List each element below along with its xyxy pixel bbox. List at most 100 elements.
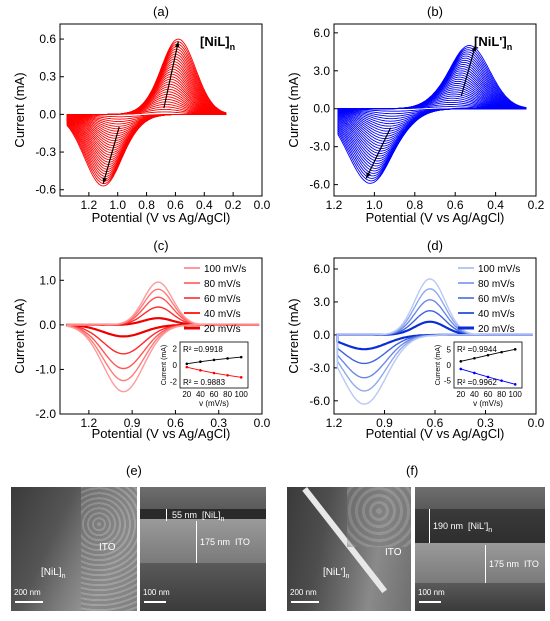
y-tick-label: 6.0 (313, 26, 330, 40)
sem-f-scale-right: 100 nm (418, 588, 445, 597)
inset-point-cathodic (459, 367, 463, 371)
inset-r2-bottom: R² =0.9962 (457, 378, 497, 387)
y-tick-label: -0.6 (35, 183, 56, 197)
legend-label: 20 mV/s (204, 324, 241, 335)
y-tick-label: -2.0 (35, 407, 56, 421)
x-tick-label: 0.8 (406, 198, 423, 212)
cycle-curve (337, 59, 527, 167)
trend-arrow (365, 127, 392, 179)
y-tick-label: 6.0 (313, 262, 330, 276)
x-tick-label: 0.6 (447, 198, 464, 212)
inset-x-label: v (mV/s) (199, 399, 229, 408)
series-curve (66, 281, 260, 393)
x-tick-label: 0.0 (254, 198, 271, 212)
x-tick-label: 0.4 (487, 198, 504, 212)
inset-point-anodic (239, 355, 243, 359)
inset-y-label: Current (mA) (161, 345, 168, 385)
thickness-bar-top (429, 509, 430, 543)
legend-label: 40 mV/s (478, 309, 515, 320)
x-axis-label: Potential (V vs Ag/AgCl) (92, 210, 231, 225)
panel-letter: (d) (427, 238, 443, 253)
inset-y-tick-label: -5 (444, 376, 452, 385)
y-axis-label: Current (mA) (286, 72, 301, 147)
trend-arrow (102, 126, 120, 184)
legend-label: 60 mV/s (204, 294, 241, 305)
inset-point-cathodic (239, 376, 243, 379)
panel-letter: (a) (153, 4, 169, 19)
y-axis-label: Current (mA) (12, 298, 27, 373)
y-tick-label: -6.0 (309, 394, 330, 408)
inset-point-cathodic (226, 373, 229, 377)
vacuum-band (415, 487, 545, 509)
inset-r2-bottom: R² = 0.9883 (183, 378, 226, 387)
x-tick-label: 0.3 (477, 416, 494, 430)
thickness-bar-top (166, 509, 167, 521)
trend-arrow-head (471, 45, 477, 52)
compound-label: [NiL']n (474, 34, 512, 52)
sem-f-top-thickness: 190 nm [NiL']n (433, 521, 493, 534)
film-band (140, 509, 266, 519)
legend-label: 100 mV/s (478, 264, 520, 275)
y-tick-label: 3.0 (313, 295, 330, 309)
inset-point-anodic (459, 360, 463, 363)
x-tick-label: 0.9 (376, 416, 393, 430)
legend-label: 80 mV/s (204, 279, 241, 290)
y-tick-label: 0.6 (39, 32, 56, 46)
inset-r2-top: R² =0.9944 (457, 345, 497, 354)
scale-bar (144, 601, 166, 603)
inset-point-cathodic (185, 365, 189, 369)
sem-f-scale-left: 200 nm (290, 588, 317, 597)
chart-b: 1.2 1.0 0.8 0.6 0.4 0.2 -6.0 -3.0 0.0 3.0 6.0 Poten… (286, 4, 545, 225)
inset-point-cathodic (513, 383, 517, 386)
inset-x-tick-label: 40 (196, 390, 205, 399)
inset-x-tick-label: 20 (456, 390, 465, 399)
inset-point-cathodic (199, 369, 202, 372)
x-tick-label: 0.2 (528, 198, 545, 212)
inset-point-anodic (473, 356, 476, 360)
inset-point-anodic (185, 362, 189, 366)
sem-e-ito-label: ITO (99, 542, 116, 553)
inset-y-tick-label: 5 (447, 346, 452, 355)
x-tick-label: 0.6 (167, 198, 184, 212)
legend-label: 20 mV/s (478, 324, 515, 335)
sem-f-left: [NiL']n ITO 200 nm (287, 487, 411, 611)
x-tick-label: 0.6 (167, 416, 184, 430)
inset-x-tick-label: 80 (223, 390, 232, 399)
x-tick-label: 1.2 (81, 416, 98, 430)
y-tick-label: -3.0 (309, 140, 330, 154)
sem-e-top-thickness: 55 nm [NiL]n (172, 510, 225, 523)
x-tick-label: 0.0 (528, 416, 545, 430)
y-axis-label: Current (mA) (12, 72, 27, 147)
cycle-curve (337, 45, 527, 184)
panel-letter: (c) (153, 238, 168, 253)
inset-x-tick-label: 60 (484, 390, 493, 399)
inset-x-tick-label: 20 (182, 390, 191, 399)
inset-point-anodic (486, 353, 490, 357)
sem-e-left: [NiL]n ITO 200 nm (11, 487, 137, 611)
inset-y-tick-label: 0 (447, 361, 452, 370)
inset-chart: 20 40 60 80 100 -5 0 5 v (mV/s) Current (mA) R² =0… (435, 341, 522, 408)
y-tick-label: 0.0 (313, 102, 330, 116)
scale-bar (15, 601, 43, 603)
substrate-band (415, 583, 545, 611)
y-axis-label: Current (mA) (286, 298, 301, 373)
sem-f-ito-label: ITO (385, 547, 402, 558)
y-tick-label: -1.0 (35, 362, 56, 376)
inset-point-anodic (500, 350, 503, 354)
x-tick-label: 1.0 (366, 198, 383, 212)
legend-label: 100 mV/s (204, 264, 246, 275)
trend-arrow-head (102, 177, 108, 184)
trend-arrow (460, 45, 476, 97)
y-tick-label: -0.3 (35, 145, 56, 159)
inset-point-anodic (513, 348, 517, 351)
ito-band (140, 519, 266, 563)
x-tick-label: 0.6 (427, 416, 444, 430)
x-tick-label: 0.2 (225, 198, 242, 212)
inset-chart: 20 40 60 80 100 -2 0 2 v (mV/s) Current (mA) R² =0… (161, 341, 249, 408)
film-band (415, 509, 545, 543)
inset-frame (179, 341, 249, 389)
x-tick-label: 0.3 (210, 416, 227, 430)
sem-e-film-label: [NiL]n (41, 567, 66, 580)
x-tick-label: 0.4 (196, 198, 213, 212)
